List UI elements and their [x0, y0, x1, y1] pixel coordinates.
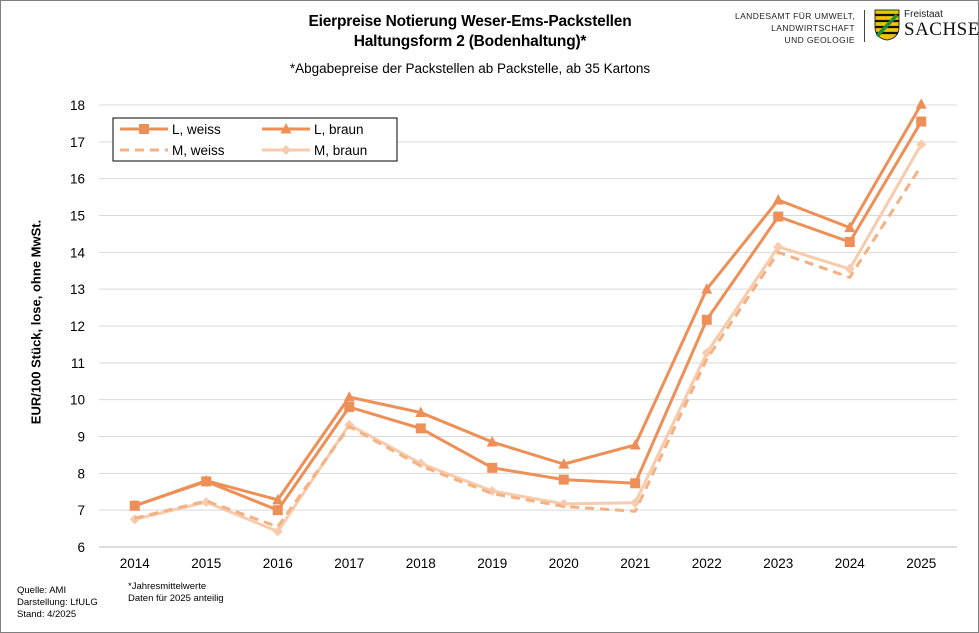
- x-tick-label: 2016: [263, 556, 293, 571]
- data-point-0: [415, 423, 426, 434]
- data-point-0: [773, 211, 784, 222]
- data-point-0: [558, 474, 569, 485]
- data-point-3: [844, 263, 855, 274]
- x-tick-label: 2015: [191, 556, 221, 571]
- data-point-1: [486, 436, 498, 447]
- data-point-3: [916, 139, 927, 150]
- data-point-3: [129, 514, 140, 525]
- y-tick-label: 16: [70, 172, 85, 187]
- data-point-3: [701, 347, 712, 358]
- footer-source-block: Quelle: AMI Darstellung: LfULG Stand: 4/…: [17, 585, 98, 621]
- y-tick-label: 7: [77, 503, 85, 518]
- data-point-1: [915, 98, 927, 109]
- legend-marker-0: [139, 124, 149, 134]
- data-point-1: [701, 283, 713, 294]
- x-tick-label: 2014: [120, 556, 151, 571]
- saxony-coat-of-arms-icon: [874, 9, 900, 41]
- agency-name-line2: LANDWIRTSCHAFT: [771, 23, 855, 33]
- series-line-2: [134, 164, 923, 529]
- data-point-3: [272, 526, 283, 537]
- data-point-0: [487, 462, 498, 473]
- data-point-1: [272, 493, 284, 505]
- data-point-1: [629, 438, 641, 450]
- footer-notes: *Jahresmittelwerte Daten für 2025 anteil…: [128, 581, 224, 605]
- y-tick-label: 8: [77, 466, 85, 481]
- legend-box: [112, 117, 398, 162]
- x-tick-label: 2024: [835, 556, 866, 571]
- y-tick-label: 12: [70, 319, 85, 334]
- data-point-1: [343, 391, 355, 402]
- legend-label-1: L, braun: [314, 122, 364, 137]
- data-point-1: [558, 458, 570, 469]
- chart-subtitle: *Abgabepreise der Packstellen ab Packste…: [289, 61, 651, 76]
- x-tick-label: 2021: [620, 556, 650, 571]
- state-label-small: Freistaat: [904, 9, 943, 20]
- data-point-0: [701, 314, 712, 325]
- y-tick-label: 18: [70, 98, 85, 113]
- logo-divider: [864, 10, 865, 42]
- data-point-3: [201, 497, 212, 508]
- data-point-0: [272, 505, 283, 516]
- data-point-0: [844, 237, 855, 248]
- legend-marker-1: [280, 123, 292, 134]
- x-tick-label: 2018: [406, 556, 436, 571]
- agency-name-line1: LANDESAMT FÜR UMWELT,: [734, 11, 855, 21]
- y-tick-label: 9: [77, 430, 85, 445]
- footer-note-annual: *Jahresmittelwerte: [128, 581, 207, 592]
- data-point-0: [630, 478, 641, 489]
- y-tick-label: 6: [77, 540, 85, 555]
- data-point-3: [773, 241, 784, 252]
- agency-name: LANDESAMT FÜR UMWELT, LANDWIRTSCHAFT UND…: [700, 10, 855, 46]
- legend-marker-3: [281, 145, 291, 155]
- data-point-3: [630, 497, 641, 508]
- data-point-1: [772, 194, 784, 205]
- chart-title-line1: Eierpreise Notierung Weser-Ems-Packstell…: [308, 13, 632, 30]
- x-tick-label: 2022: [692, 556, 722, 571]
- data-point-1: [415, 406, 427, 418]
- series-line-3: [133, 142, 923, 534]
- footer-source: Quelle: AMI: [17, 585, 67, 596]
- series-line-1: [133, 102, 923, 508]
- legend-label-0: L, weiss: [172, 122, 221, 137]
- data-point-0: [916, 116, 927, 127]
- x-tick-label: 2020: [549, 556, 579, 571]
- legend-label-2: M, weiss: [172, 143, 225, 158]
- x-tick-label: 2023: [763, 556, 793, 571]
- y-tick-label: 15: [70, 209, 85, 224]
- agency-name-line3: UND GEOLOGIE: [784, 35, 855, 45]
- state-label-large: SACHSEN: [904, 19, 979, 40]
- y-tick-label: 14: [70, 245, 86, 260]
- footer-display: Darstellung: LfULG: [17, 597, 98, 608]
- x-tick-label: 2019: [477, 556, 507, 571]
- data-point-0: [129, 500, 140, 511]
- footer-note-partial: Daten für 2025 anteilig: [128, 593, 224, 604]
- y-tick-label: 10: [70, 393, 85, 408]
- data-point-0: [344, 402, 355, 413]
- y-tick-label: 17: [70, 135, 85, 150]
- x-tick-label: 2025: [906, 556, 936, 571]
- y-tick-label: 11: [71, 356, 85, 371]
- x-tick-label: 2017: [334, 556, 364, 571]
- chart-title-line2: Haltungsform 2 (Bodenhaltung)*: [353, 33, 587, 50]
- footer-date: Stand: 4/2025: [17, 609, 77, 620]
- data-point-1: [844, 221, 856, 233]
- data-point-0: [201, 476, 212, 487]
- legend-label-3: M, braun: [314, 143, 367, 158]
- y-tick-label: 13: [70, 282, 85, 297]
- series-line-0: [133, 120, 923, 512]
